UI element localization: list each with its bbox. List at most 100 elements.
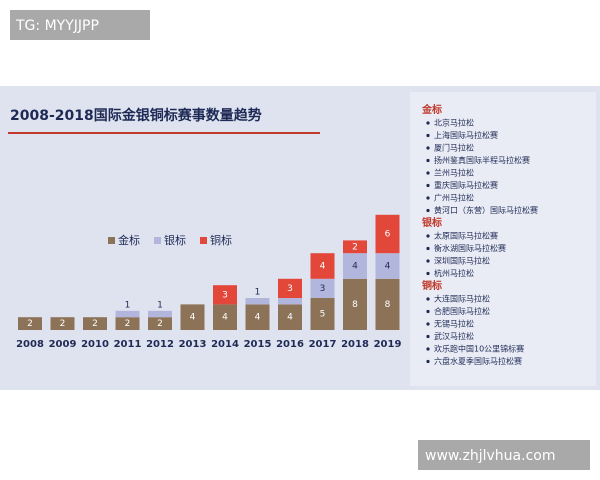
list-heading: 金标	[421, 103, 442, 116]
list-item: 杭州马拉松	[434, 268, 474, 278]
data-label: 5	[320, 310, 326, 320]
bullet	[426, 121, 430, 125]
data-label: 3	[222, 290, 228, 300]
bar-segment	[18, 317, 42, 330]
list-item: 六盘水夏季国际马拉松赛	[434, 356, 522, 366]
x-tick-label: 2017	[309, 339, 337, 350]
data-label: 2	[125, 319, 131, 329]
data-label: 2	[92, 319, 98, 329]
list-item: 北京马拉松	[434, 118, 474, 128]
data-label: 2	[352, 242, 358, 252]
list-item: 大连国际马拉松	[434, 294, 490, 304]
bullet	[426, 259, 430, 263]
bar-segment	[310, 253, 335, 279]
legend-swatch	[108, 237, 115, 244]
x-tick-label: 2008	[16, 339, 44, 350]
list-item: 广州马拉松	[434, 193, 474, 203]
list-item: 武汉马拉松	[434, 331, 474, 341]
bar-segment	[245, 298, 270, 305]
data-label: 1	[125, 300, 131, 310]
data-label: 1	[255, 288, 261, 298]
watermark-box	[10, 10, 150, 40]
data-label: 3	[320, 284, 326, 294]
bullet	[426, 183, 430, 188]
bar-segment	[83, 317, 107, 330]
list-item: 太原国际马拉松赛	[434, 231, 498, 241]
data-label: 3	[287, 284, 293, 294]
bullet	[426, 347, 430, 351]
list-heading: 银标	[422, 216, 442, 229]
data-label: 4	[190, 313, 196, 323]
list-item: 扬州鉴真国际半程马拉松赛	[434, 155, 530, 165]
data-label: 2	[60, 319, 66, 329]
list-item: 深圳国际马拉松	[434, 256, 490, 266]
data-label: 4	[287, 313, 293, 323]
x-tick-label: 2018	[341, 339, 369, 350]
x-tick-label: 2009	[49, 339, 77, 350]
bullet	[426, 158, 430, 163]
list-item: 兰州马拉松	[434, 168, 474, 178]
bullet	[426, 309, 430, 314]
x-tick-label: 2013	[179, 339, 207, 350]
data-label: 4	[222, 313, 228, 323]
bar-segment	[115, 310, 140, 318]
data-label: 6	[385, 230, 391, 240]
bar-segment	[180, 304, 205, 330]
bar-segment	[375, 278, 400, 330]
chart-title: 2008-2018国际金银铜标赛事数量趋势	[10, 107, 262, 124]
bar-segment	[278, 304, 302, 330]
side-panel	[410, 92, 596, 386]
bar-segment	[115, 317, 140, 330]
data-label: 8	[352, 300, 358, 310]
x-tick-label: 2015	[244, 339, 272, 350]
list-item: 无锡马拉松	[434, 319, 474, 329]
x-tick-label: 2014	[211, 339, 239, 350]
watermark-box	[418, 440, 590, 470]
data-label: 2	[157, 319, 163, 329]
x-tick-label: 2012	[146, 339, 174, 350]
bullet	[426, 334, 430, 339]
list-item: 合肥国际马拉松	[434, 306, 490, 316]
bullet	[426, 359, 430, 364]
bar-segment	[148, 310, 172, 318]
list-item: 重庆国际马拉松赛	[434, 180, 498, 190]
bullet	[426, 196, 430, 200]
bar-segment	[343, 240, 367, 254]
list-item: 衡水湖国际马拉松赛	[434, 243, 506, 253]
bar-segment	[213, 304, 237, 330]
bar-segment	[310, 278, 335, 298]
data-label: 1	[157, 300, 163, 310]
bullet	[426, 234, 430, 238]
bar-segment	[375, 214, 400, 254]
legend-swatch	[154, 237, 161, 244]
bar-segment	[50, 317, 75, 330]
x-tick-label: 2019	[374, 339, 402, 350]
bullet	[426, 271, 430, 276]
bar-segment	[278, 278, 302, 298]
bullet	[426, 171, 430, 175]
bullet	[426, 322, 430, 326]
watermark: TG: MYYJJPP	[15, 18, 99, 34]
bullet	[426, 146, 430, 150]
bar-segment	[375, 253, 400, 279]
data-label: 4	[385, 262, 391, 272]
data-label: 8	[385, 300, 391, 310]
bar-segment	[343, 278, 367, 330]
list-heading: 铜标	[422, 279, 442, 292]
data-label: 4	[320, 262, 326, 272]
data-label: 4	[255, 313, 261, 323]
bar-segment	[343, 253, 367, 279]
list-item: 黄河口（东营）国际马拉松赛	[434, 205, 538, 215]
list-item: 厦门马拉松	[434, 143, 474, 153]
bullet	[426, 297, 430, 301]
bar-segment	[310, 298, 335, 330]
list-item: 欢乐跑中国10公里锦标赛	[434, 344, 524, 354]
legend-label: 金标	[118, 233, 140, 247]
bar-segment	[278, 298, 302, 305]
watermark: www.zhjlvhua.com	[425, 448, 555, 464]
legend-label: 铜标	[210, 233, 232, 247]
list-item: 上海国际马拉松赛	[434, 130, 498, 140]
bar-segment	[213, 285, 237, 305]
data-label: 4	[352, 262, 358, 272]
